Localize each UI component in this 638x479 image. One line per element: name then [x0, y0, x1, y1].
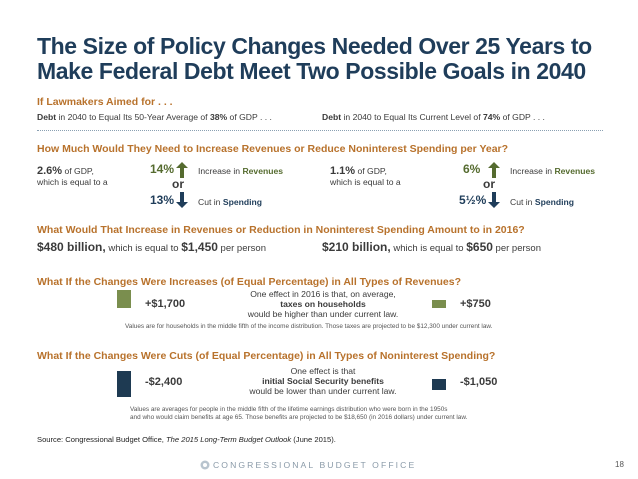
spending-effect-3: would be lower than under current law. — [249, 386, 397, 396]
right-gdp-value: 1.1% — [330, 165, 356, 177]
revenue-left-value: +$1,700 — [145, 298, 186, 310]
left-amount-mid: which is equal to — [105, 243, 182, 254]
right-up-label-bold: Revenues — [554, 166, 596, 176]
right-or: or — [483, 177, 495, 191]
source-prefix: Source: Congressional Budget Office, — [37, 435, 167, 444]
down-arrow-icon — [488, 192, 500, 208]
up-arrow-icon — [176, 162, 188, 178]
left-down-label-pre: Cut in — [198, 197, 223, 207]
right-down-label: Cut in Spending — [510, 197, 574, 207]
right-up-label-pre: Increase in — [510, 166, 555, 176]
right-amount-value: $210 billion, — [322, 240, 391, 254]
source-title: The 2015 Long-Term Budget Outlook — [166, 435, 292, 444]
spending-effect-1: One effect is that — [290, 366, 356, 376]
left-up-label-pre: Increase in — [198, 166, 243, 176]
down-arrow-icon — [176, 192, 188, 208]
revenue-right-bar — [432, 300, 446, 308]
spending-right-bar — [432, 379, 446, 390]
title-line-1: The Size of Policy Changes Needed Over 2… — [37, 33, 592, 59]
spending-left-value: -$2,400 — [145, 376, 183, 388]
right-up-pct: 6% — [463, 162, 481, 176]
goal-left-debt: Debt — [37, 112, 57, 122]
page-number: 18 — [615, 460, 624, 469]
right-gdp-block: 1.1% of GDP, which is equal to a — [330, 166, 401, 188]
goal-right-pct: 74% — [483, 112, 501, 122]
goal-left-post: of GDP . . . — [227, 112, 272, 122]
source-suffix: (June 2015). — [291, 435, 336, 444]
spending-note-1: Values are averages for people in the mi… — [130, 406, 448, 413]
left-gdp-text: of GDP, — [62, 166, 94, 176]
section4-heading: What If the Changes Were Increases (of E… — [37, 276, 461, 288]
up-arrow-icon — [488, 162, 500, 178]
right-down-label-pre: Cut in — [510, 197, 535, 207]
goal-right-text: in 2040 to Equal Its Current Level of — [341, 112, 483, 122]
footer-org: CONGRESSIONAL BUDGET OFFICE — [213, 460, 417, 470]
left-equal-text: which is equal to a — [37, 177, 108, 187]
revenue-left-bar — [117, 290, 131, 308]
left-up-label-bold: Revenues — [242, 166, 284, 176]
goal-left: Debt in 2040 to Equal Its 50-Year Averag… — [37, 112, 272, 122]
right-down-label-bold: Spending — [534, 197, 574, 207]
spending-effect: One effect is that initial Social Securi… — [233, 366, 413, 396]
left-amount: $480 billion, which is equal to $1,450 p… — [37, 240, 266, 254]
revenue-effect: One effect in 2016 is that, on average, … — [233, 289, 413, 319]
left-gdp-block: 2.6% of GDP, which is equal to a — [37, 166, 108, 188]
revenue-effect-3: would be higher than under current law. — [247, 309, 399, 319]
goal-right-post: of GDP . . . — [500, 112, 545, 122]
section2-heading: How Much Would They Need to Increase Rev… — [37, 143, 509, 155]
left-down-label: Cut in Spending — [198, 197, 262, 207]
left-down-pct: 13% — [150, 193, 175, 207]
section5-heading: What If the Changes Were Cuts (of Equal … — [37, 350, 496, 362]
right-amount: $210 billion, which is equal to $650 per… — [322, 240, 541, 254]
left-per-person: $1,450 — [181, 240, 218, 254]
revenue-effect-2: taxes on households — [280, 299, 366, 309]
section1-heading: If Lawmakers Aimed for . . . — [37, 96, 173, 108]
spending-note: Values are averages for people in the mi… — [130, 406, 467, 422]
divider — [37, 130, 603, 131]
left-down-label-bold: Spending — [222, 197, 262, 207]
spending-effect-2: initial Social Security benefits — [262, 376, 384, 386]
right-down-pct: 5½% — [459, 193, 487, 207]
spending-left-bar — [117, 371, 131, 397]
spending-note-2: and who would claim benefits at age 65. … — [130, 414, 468, 421]
left-up-pct: 14% — [150, 162, 175, 176]
revenue-right-value: +$750 — [460, 298, 491, 310]
page-title: The Size of Policy Changes Needed Over 2… — [37, 34, 592, 84]
left-up-label: Increase in Revenues — [198, 166, 283, 176]
right-per-person: $650 — [466, 240, 493, 254]
goal-left-pct: 38% — [209, 112, 228, 122]
revenue-note: Values are for households in the middle … — [125, 323, 493, 330]
right-amount-post: per person — [492, 243, 541, 254]
goal-right: Debt in 2040 to Equal Its Current Level … — [322, 112, 545, 122]
revenue-effect-1: One effect in 2016 is that, on average, — [250, 289, 396, 299]
cbo-seal-icon — [200, 460, 210, 470]
goal-right-debt: Debt — [322, 112, 342, 122]
spending-right-value: -$1,050 — [460, 376, 498, 388]
source-note: Source: Congressional Budget Office, The… — [37, 435, 336, 444]
left-gdp-value: 2.6% — [37, 165, 63, 177]
right-amount-mid: which is equal to — [390, 243, 467, 254]
section3-heading: What Would That Increase in Revenues or … — [37, 224, 525, 236]
title-line-2: Make Federal Debt Meet Two Possible Goal… — [37, 58, 586, 84]
left-amount-post: per person — [217, 243, 266, 254]
left-amount-value: $480 billion, — [37, 240, 106, 254]
goal-left-text: in 2040 to Equal Its 50-Year Average of — [56, 112, 210, 122]
left-or: or — [172, 177, 184, 191]
right-up-label: Increase in Revenues — [510, 166, 595, 176]
right-equal-text: which is equal to a — [330, 177, 401, 187]
right-gdp-text: of GDP, — [355, 166, 387, 176]
